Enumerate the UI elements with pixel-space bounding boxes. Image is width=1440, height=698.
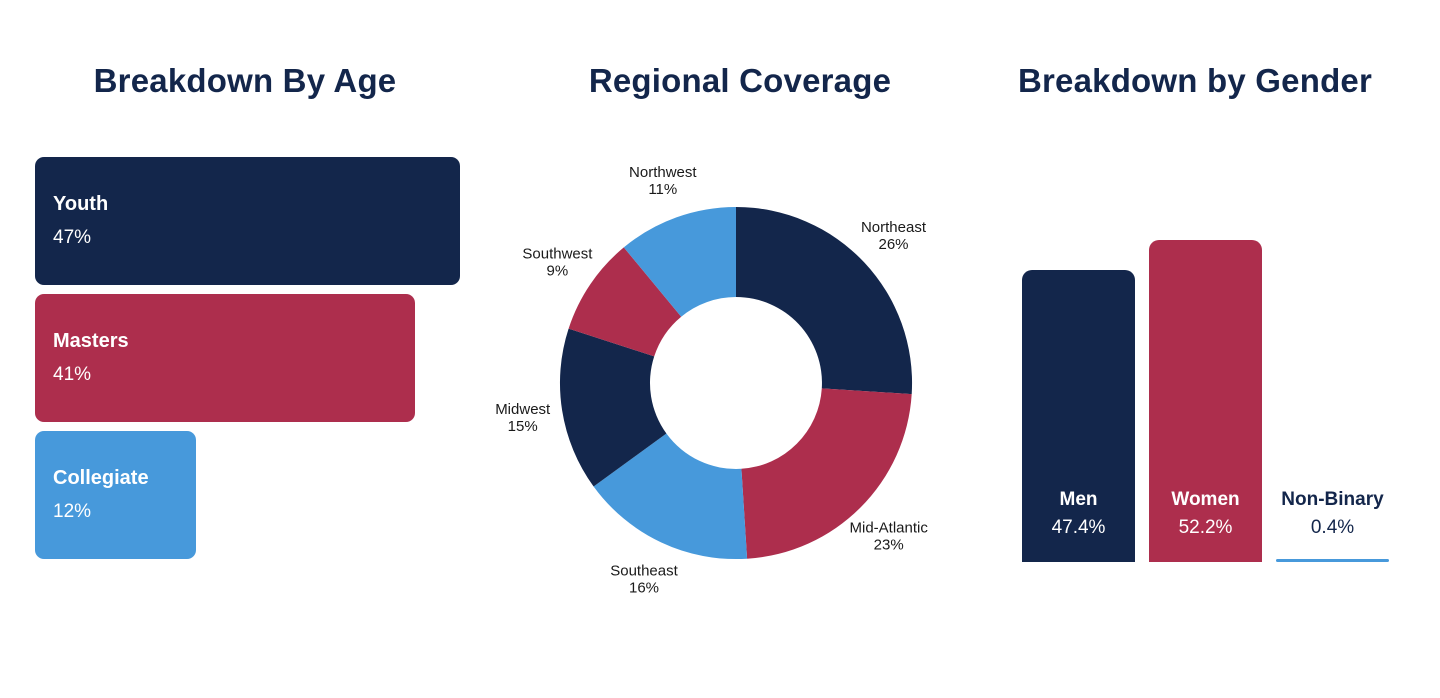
age-bar-youth: Youth 47% (35, 157, 460, 285)
gender-bar-men (1022, 270, 1135, 562)
gender-bar-label: Women (1171, 489, 1240, 510)
gender-bar-value: 52.2% (1178, 517, 1233, 538)
region-chart-panel: Regional Coverage Northeast 26% Mid-Atlant… (490, 62, 990, 662)
region-chart-title: Regional Coverage (588, 62, 892, 99)
gender-chart-panel: Breakdown by Gender Men 47.4% Women 52.2% No… (975, 62, 1415, 622)
regional-coverage-donut: Northeast 26% Mid-Atlantic 23% Southeast 16% M… (495, 164, 929, 597)
age-bar-label: Masters (53, 330, 129, 352)
age-bar-masters: Masters 41% (35, 294, 415, 422)
donut-segment-mid-atlantic (741, 388, 912, 559)
donut-segment-northeast (736, 207, 913, 395)
donut-label-southeast: Southeast 16% (610, 562, 678, 596)
gender-bar-labelblock-women: Women 52.2% (1149, 486, 1262, 542)
age-chart-title: Breakdown By Age (93, 62, 397, 99)
gender-bar-labelblock-non-binary: Non-Binary 0.4% (1276, 486, 1389, 542)
gender-bar-non-binary (1276, 559, 1389, 562)
donut-segment-southeast (593, 433, 748, 560)
gender-bar-column-men: Men 47.4% (1022, 240, 1135, 562)
gender-bar-women (1149, 240, 1262, 562)
gender-bar-label: Non-Binary (1281, 489, 1384, 510)
donut-label-midwest: Midwest 15% (495, 401, 551, 435)
donut-segment-northwest (623, 207, 736, 317)
age-bar-value: 41% (53, 364, 92, 385)
donut-segment-southwest (568, 247, 682, 357)
donut-label-northwest: Northwest 11% (629, 164, 697, 198)
gender-bar-column-non-binary: Non-Binary 0.4% (1276, 240, 1389, 562)
donut-label-northeast: Northeast 26% (861, 219, 927, 253)
age-bar-collegiate: Collegiate 12% (35, 431, 196, 559)
age-bar-label: Youth (53, 193, 109, 215)
gender-chart-title: Breakdown by Gender (1017, 62, 1373, 99)
gender-bar-column-women: Women 52.2% (1149, 240, 1262, 562)
age-bar-value: 47% (53, 227, 92, 248)
gender-bar-labelblock-men: Men 47.4% (1022, 486, 1135, 542)
donut-label-mid-atlantic: Mid-Atlantic 23% (850, 520, 929, 554)
age-chart-panel: Breakdown By Age Youth 47% Masters 41% Colle… (20, 62, 470, 622)
gender-bar-chart: Men 47.4% Women 52.2% Non-Binary 0.4% (1022, 240, 1390, 562)
donut-segment-midwest (559, 328, 667, 487)
gender-bar-value: 0.4% (1310, 517, 1355, 538)
gender-bar-label: Men (1059, 489, 1098, 510)
age-bar-chart: Youth 47% Masters 41% Collegiate 12% (35, 157, 460, 559)
gender-bar-value: 47.4% (1051, 517, 1106, 538)
donut-label-southwest: Southwest 9% (522, 246, 593, 280)
age-bar-label: Collegiate (53, 467, 149, 489)
age-bar-value: 12% (53, 501, 92, 522)
